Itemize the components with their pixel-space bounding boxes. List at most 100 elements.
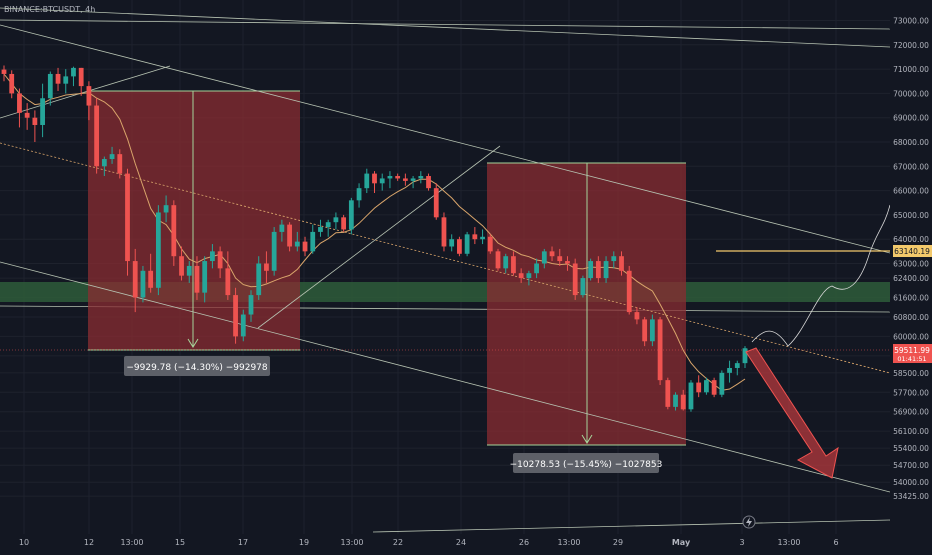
- price-axis-label: 73000.00: [893, 17, 929, 26]
- candle-body: [47, 73, 53, 99]
- time-axis-label: 17: [238, 538, 248, 547]
- countdown-text: 01:41:51: [897, 355, 926, 363]
- price-axis-label: 54700.00: [893, 461, 929, 470]
- candle-body: [526, 273, 532, 279]
- resistance-line-2: [0, 7, 891, 48]
- candle-body: [487, 236, 493, 252]
- candle-body: [603, 261, 609, 279]
- candle-body: [341, 217, 347, 230]
- candle-body: [140, 270, 146, 298]
- price-axis-label: 63000.00: [893, 260, 929, 269]
- candle-body: [441, 217, 447, 247]
- candle-body: [55, 73, 61, 84]
- candle-body: [503, 256, 509, 269]
- candle-body: [402, 178, 408, 181]
- price-axis-label: 68000.00: [893, 138, 929, 147]
- candle-body: [457, 239, 462, 254]
- price-axis-label: 56900.00: [893, 408, 929, 417]
- candle-body: [318, 227, 323, 232]
- candle-body: [287, 224, 292, 247]
- price-axis-label: 66000.00: [893, 187, 929, 196]
- event-icon[interactable]: [742, 515, 756, 529]
- projection-path: [751, 204, 891, 347]
- candle-body: [611, 256, 617, 262]
- time-axis-label: 13:00: [777, 538, 800, 547]
- time-axis-label: 22: [393, 538, 403, 547]
- candle-body: [179, 256, 184, 276]
- price-axis[interactable]: [890, 0, 932, 550]
- time-axis-label: 29: [613, 538, 623, 547]
- candle-body: [302, 241, 308, 252]
- candle-body: [426, 176, 431, 189]
- candle-body: [433, 188, 439, 218]
- current-price-text: 59511.99: [894, 346, 930, 355]
- candle-body: [294, 241, 300, 247]
- bearish-arrow-icon: [745, 347, 839, 479]
- channel-upper-line: [0, 24, 891, 254]
- candle-body: [155, 212, 161, 288]
- candle-body: [233, 295, 238, 337]
- candle-body: [518, 273, 524, 279]
- candle-body: [657, 319, 663, 381]
- price-axis-label: 62400.00: [893, 274, 929, 283]
- candle-body: [711, 380, 717, 395]
- price-axis-label: 70000.00: [893, 89, 929, 98]
- candle-body: [418, 176, 424, 179]
- candle-body: [94, 105, 100, 167]
- candle-body: [565, 261, 570, 264]
- candle-body: [557, 256, 563, 262]
- time-axis-label: 13:00: [557, 538, 580, 547]
- candle-body: [248, 295, 254, 315]
- candle-body: [240, 314, 246, 337]
- candle-body: [464, 234, 470, 254]
- price-axis-labels: 73000.00 72000.00 71000.00 70000.00 69000.00…: [893, 17, 929, 502]
- time-axis-label: 12: [84, 538, 94, 547]
- candle-body: [588, 261, 594, 279]
- candle-body: [626, 270, 632, 313]
- candle-body: [742, 348, 748, 364]
- candle-body: [673, 394, 678, 407]
- candle-body: [325, 222, 331, 228]
- time-axis-label: 19: [299, 538, 309, 547]
- candle-body: [619, 256, 624, 271]
- candle-body: [642, 319, 648, 342]
- candle-body: [202, 261, 208, 293]
- level-price-text: 63140.19: [894, 247, 930, 256]
- price-axis-label: 60000.00: [893, 332, 929, 341]
- range-box-2-arrowhead: [581, 434, 593, 444]
- candle-body: [125, 173, 130, 262]
- measure-label-1-text: −9929.78 (−14.30%) −992978: [126, 363, 268, 373]
- candle-body: [40, 98, 45, 125]
- candle-body: [225, 268, 231, 296]
- candle-body: [395, 176, 401, 179]
- candle-body: [734, 363, 740, 368]
- price-axis-label: 58500.00: [893, 369, 929, 378]
- time-axis-label: 24: [456, 538, 466, 547]
- candle-body: [1, 69, 7, 74]
- time-axis-label: May: [672, 538, 691, 547]
- candle-body: [480, 236, 485, 240]
- price-axis-label: 69000.00: [893, 114, 929, 123]
- candle-body: [9, 73, 15, 94]
- time-axis-labels: 10 12 13:00 15 17 19 13:00 22 24 26 13:00 29 May 3 13:…: [19, 538, 839, 547]
- candle-body: [71, 67, 76, 77]
- price-axis-label: 55400.00: [893, 444, 929, 453]
- candle-body: [117, 154, 123, 174]
- time-axis[interactable]: [0, 534, 890, 550]
- candle-body: [495, 251, 501, 269]
- candle-body: [310, 231, 316, 252]
- channel-lower-line: [0, 261, 891, 493]
- candle-body: [665, 380, 671, 407]
- candle-body: [356, 188, 362, 201]
- candle-body: [132, 261, 138, 298]
- candle-body: [580, 278, 586, 296]
- candle-body: [541, 251, 547, 264]
- symbol-title: BINANCE:BTCUSDT, 4h: [4, 5, 95, 14]
- range-box-1-arrowhead: [187, 338, 199, 348]
- candle-body: [472, 234, 478, 240]
- candle-body: [86, 86, 92, 106]
- candle-body: [410, 178, 416, 181]
- channel-mid-line: [0, 142, 891, 374]
